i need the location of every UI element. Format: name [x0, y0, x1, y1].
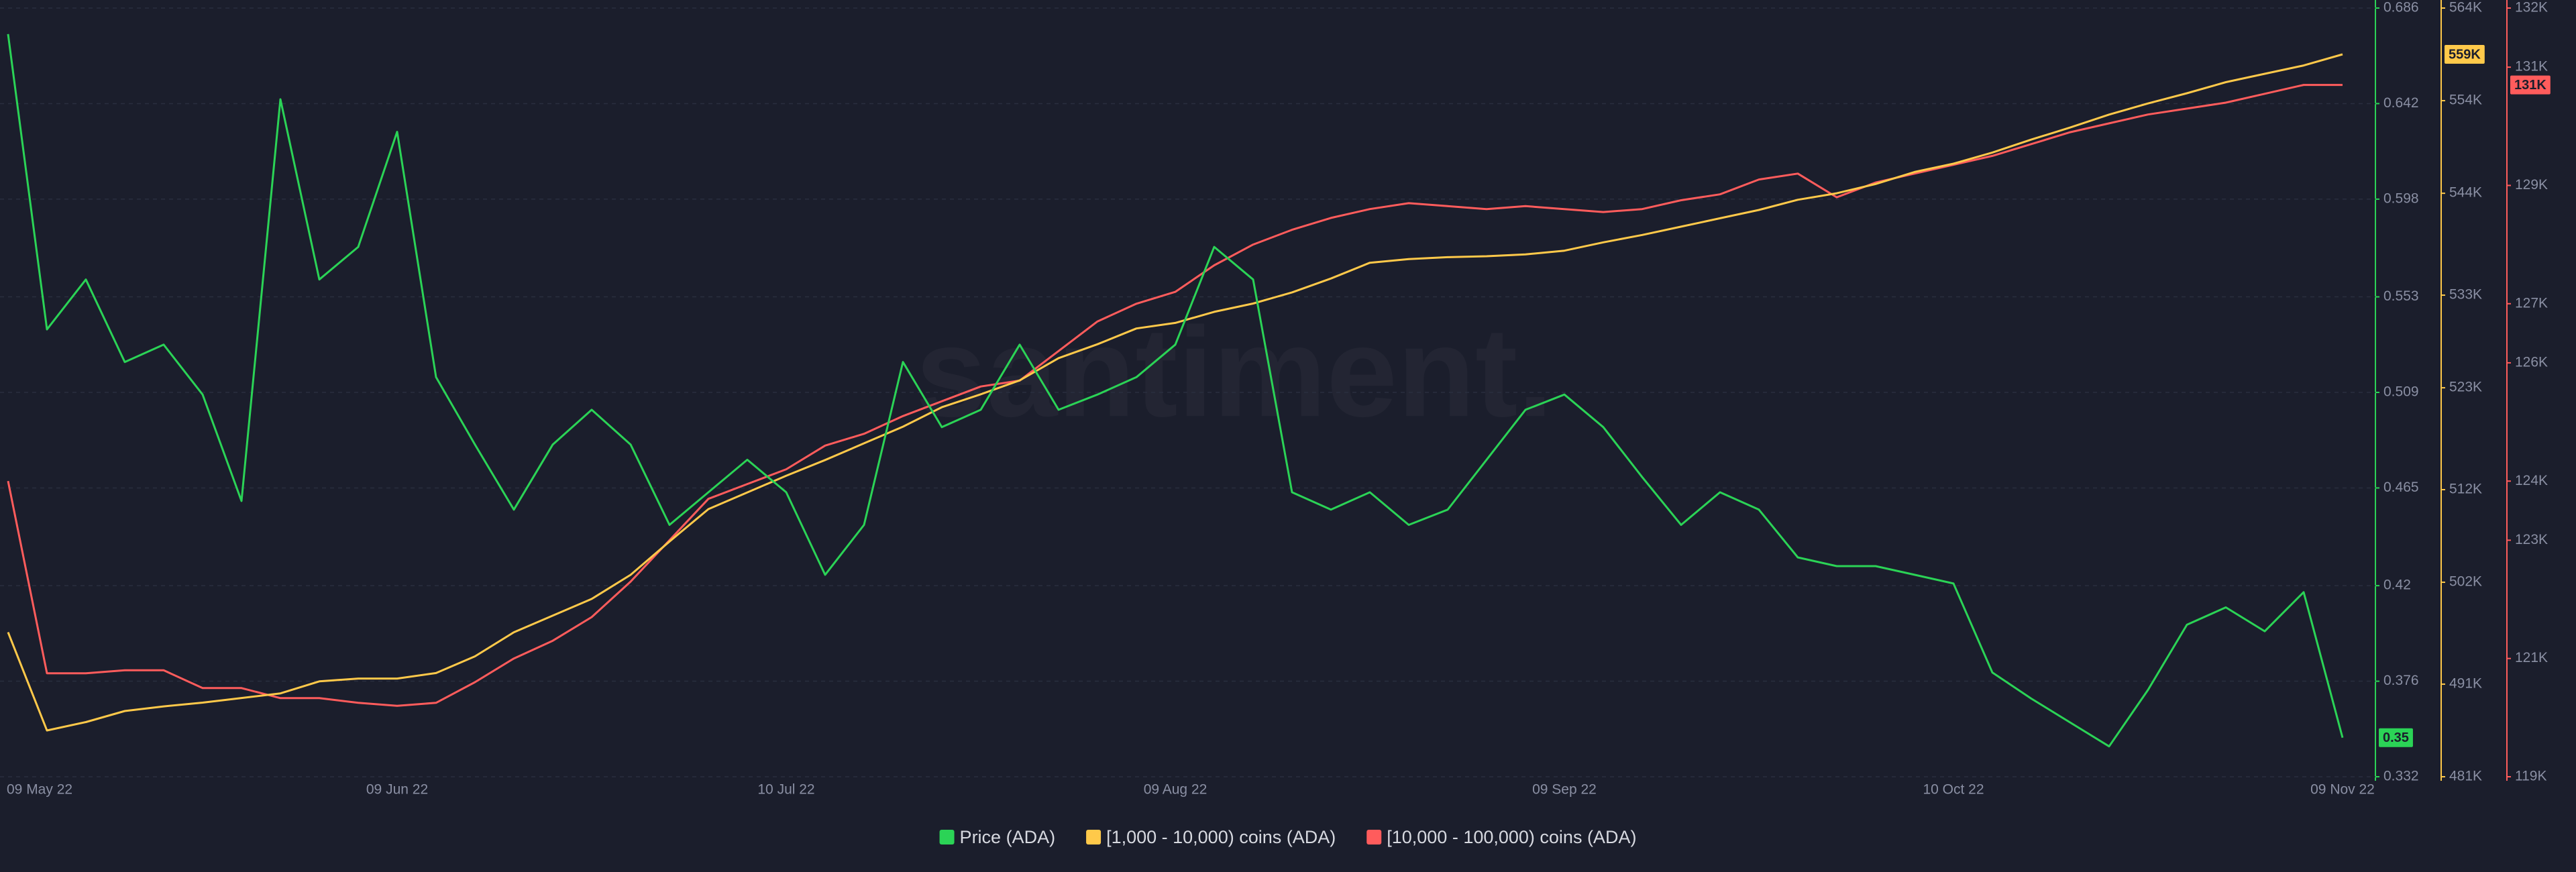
last-value-badge — [2445, 45, 2485, 64]
y-tick-label: 0.376 — [2383, 673, 2419, 688]
y-tick-label: 124K — [2515, 473, 2548, 488]
y-tick-label: 481K — [2449, 769, 2482, 784]
last-value-label: 559K — [2449, 47, 2481, 62]
legend-swatch — [1366, 830, 1382, 844]
y-tick-label: 512K — [2449, 482, 2482, 497]
legend-label: [10,000 - 100,000) coins (ADA) — [1387, 827, 1636, 847]
x-tick-label: 10 Oct 22 — [1923, 782, 1984, 798]
x-tick-label: 09 Aug 22 — [1144, 782, 1208, 798]
x-tick-label: 09 Nov 22 — [2310, 782, 2375, 798]
legend-label: Price (ADA) — [960, 827, 1056, 847]
y-tick-label: 123K — [2515, 532, 2548, 547]
y-tick-label: 0.686 — [2383, 0, 2419, 15]
series-line — [7, 34, 2344, 748]
y-tick-label: 0.642 — [2383, 95, 2419, 111]
last-value-label: 131K — [2514, 78, 2546, 93]
y-tick-label: 0.598 — [2383, 190, 2419, 206]
y-tick-label: 554K — [2449, 93, 2482, 108]
y-tick-label: 131K — [2515, 59, 2548, 74]
y-tick-label: 0.42 — [2383, 578, 2411, 593]
y-tick-label: 502K — [2449, 574, 2482, 590]
y-tick-label: 121K — [2515, 650, 2548, 665]
x-tick-label: 09 Jun 22 — [366, 782, 428, 798]
y-tick-label: 544K — [2449, 185, 2482, 201]
series-line — [7, 53, 2343, 732]
y-tick-label: 523K — [2449, 380, 2482, 395]
y-tick-label: 533K — [2449, 287, 2482, 303]
y-tick-label: 0.509 — [2383, 384, 2419, 400]
y-tick-label: 491K — [2449, 675, 2482, 691]
x-tick-label: 09 May 22 — [7, 782, 72, 798]
y-tick-label: 564K — [2449, 0, 2482, 15]
series-line — [7, 84, 2343, 707]
last-value-badge — [2510, 75, 2551, 95]
legend-swatch — [1086, 830, 1102, 844]
y-tick-label: 0.465 — [2383, 480, 2419, 495]
y-tick-label: 132K — [2515, 0, 2548, 15]
legend-label: [1,000 - 10,000) coins (ADA) — [1106, 827, 1336, 847]
y-tick-label: 119K — [2515, 769, 2547, 784]
y-tick-label: 0.332 — [2383, 769, 2419, 784]
last-value-badge — [2379, 728, 2413, 747]
y-tick-label: 129K — [2515, 177, 2548, 193]
y-tick-label: 0.553 — [2383, 288, 2419, 304]
legend: Price (ADA) [1,000 - 10,000) coins (ADA) [… — [939, 827, 1636, 847]
y-tick-label: 126K — [2515, 354, 2548, 370]
x-tick-label: 09 Sep 22 — [1532, 782, 1597, 798]
x-tick-label: 10 Jul 22 — [757, 782, 814, 798]
last-value-label: 0.35 — [2383, 730, 2409, 745]
watermark: santiment. — [916, 301, 1553, 443]
legend-swatch — [939, 830, 955, 844]
y-tick-label: 127K — [2515, 295, 2548, 311]
